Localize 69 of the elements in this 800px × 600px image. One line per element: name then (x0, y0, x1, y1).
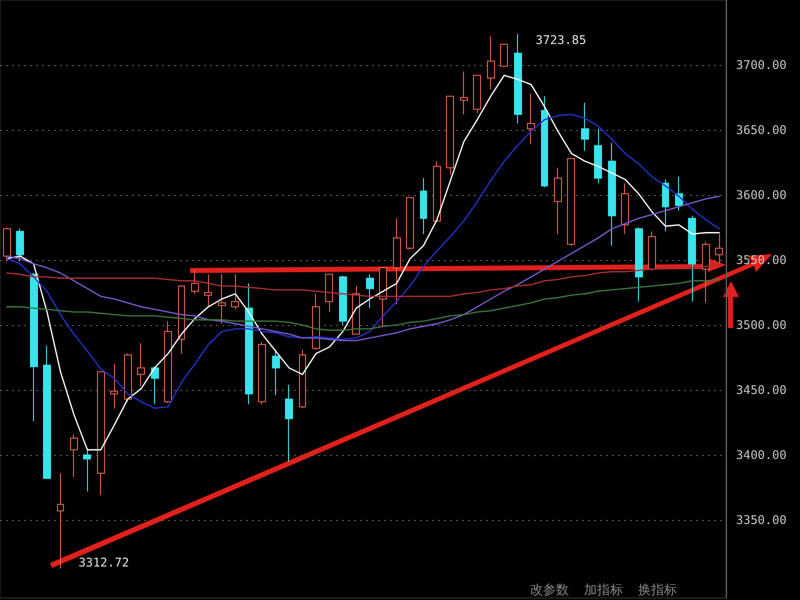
candlestick (137, 342, 145, 387)
annotation: 加指标 (584, 583, 623, 598)
candlestick (178, 286, 185, 354)
annotation: 改参数 (530, 583, 569, 598)
y-tick-label: 3350.00 (736, 513, 787, 527)
annotation: 换指标 (638, 583, 677, 598)
candlestick (83, 448, 91, 492)
candlestick (446, 96, 454, 175)
annotation: 3723.85 (536, 32, 586, 47)
candlestick (3, 227, 11, 262)
candlestick (594, 128, 602, 184)
y-tick-label: 3650.00 (736, 123, 787, 137)
candlestick (16, 228, 24, 262)
candlestick (299, 349, 306, 409)
line-series (6, 196, 720, 342)
candlestick (312, 293, 320, 350)
candlestick (581, 102, 589, 152)
candlestick (662, 178, 669, 232)
candlestick (285, 384, 293, 462)
candlestick (70, 434, 78, 478)
candlestick (608, 142, 616, 246)
candlestick (151, 367, 159, 405)
line-series (6, 264, 720, 298)
candlestick (514, 33, 522, 124)
candlestick (57, 472, 64, 569)
candlestick (648, 230, 656, 270)
candlestick (420, 178, 427, 234)
candlestick (621, 182, 629, 234)
line-series (6, 74, 720, 450)
candlestick (231, 274, 239, 310)
line-series (6, 278, 720, 331)
candlestick (541, 96, 548, 188)
candlestick (30, 272, 38, 422)
candlestick (688, 215, 696, 302)
candlestick (245, 282, 253, 405)
candlestick (702, 241, 710, 304)
candlestick (379, 267, 387, 327)
candlestick (164, 320, 172, 404)
candlestick (554, 167, 562, 234)
candlestick (110, 364, 118, 409)
candlestick (500, 44, 508, 67)
candlestick (473, 74, 481, 114)
candlestick (97, 371, 105, 496)
candlestick (393, 218, 401, 305)
candlestick (433, 160, 441, 223)
candlestick (715, 234, 723, 264)
candlestick (527, 93, 535, 145)
candlestick (460, 71, 468, 115)
y-tick-label: 3450.00 (736, 383, 787, 397)
candlestick (272, 349, 280, 396)
y-tick-label: 3600.00 (736, 188, 787, 202)
candlestick (325, 274, 333, 312)
candlestick (567, 158, 575, 246)
y-tick-label: 3700.00 (736, 58, 787, 72)
candlestick (258, 341, 266, 405)
candlestick (406, 197, 414, 250)
candlestick (339, 275, 347, 326)
candlestick (635, 227, 643, 302)
candlestick (218, 274, 226, 324)
candlestick (487, 36, 495, 90)
candlestick (204, 274, 212, 308)
y-tick-label: 3500.00 (736, 318, 787, 332)
line-series (6, 114, 720, 409)
candlestick (43, 345, 51, 479)
candlestick (124, 353, 132, 402)
candlestick (366, 274, 374, 309)
candlestick (191, 268, 199, 294)
annotation: 3312.72 (78, 555, 130, 570)
y-tick-label: 3400.00 (736, 448, 787, 462)
